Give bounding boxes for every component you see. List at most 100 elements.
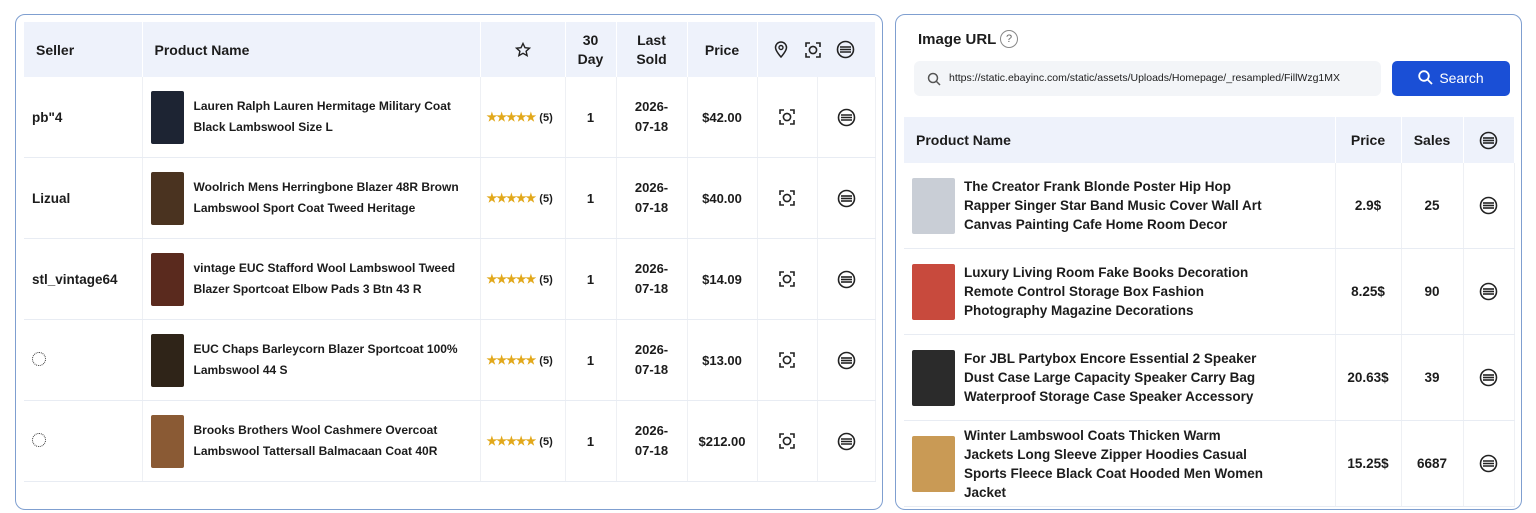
- product-name[interactable]: vintage EUC Stafford Wool Lambswool Twee…: [193, 261, 456, 296]
- product: vintage EUC Stafford Wool Lambswool Twee…: [150, 252, 472, 306]
- compare-cell: [1463, 248, 1515, 335]
- sales: 6687: [1401, 420, 1464, 507]
- last-sold: 2026-07-18: [616, 238, 688, 320]
- product-name[interactable]: EUC Chaps Barleycorn Blazer Sportcoat 10…: [193, 342, 458, 377]
- scan-icon[interactable]: [778, 189, 796, 207]
- product-image: [912, 177, 955, 234]
- icons-header: [1463, 117, 1515, 163]
- loading-spinner: [32, 351, 46, 366]
- compare-icon[interactable]: [837, 270, 856, 289]
- compare-icon[interactable]: [1479, 131, 1498, 150]
- compare-icon[interactable]: [837, 108, 856, 127]
- scan-icon[interactable]: [778, 351, 796, 369]
- column-header: 30 Day: [565, 22, 617, 77]
- price: $13.00: [687, 319, 758, 401]
- table-row: Winter Lambswool Coats Thicken Warm Jack…: [904, 420, 1515, 507]
- product-name[interactable]: Woolrich Mens Herringbone Blazer 48R Bro…: [193, 180, 459, 215]
- stars: ★★★★★: [486, 110, 537, 124]
- compare-cell: [817, 400, 876, 482]
- column-header: Product Name: [904, 117, 1336, 163]
- seller-cell: stl_vintage64: [24, 238, 143, 320]
- seller-cell: pb"4: [24, 77, 143, 158]
- rating-count: (5): [539, 112, 553, 124]
- table-row: Lizual Woolrich Mens Herringbone Blazer 4…: [24, 157, 876, 239]
- sold-items-table: Seller Product Name 30 Day Last Sold Price pb…: [24, 22, 876, 482]
- product-cell: Lauren Ralph Lauren Hermitage Military C…: [142, 77, 481, 158]
- scan-icon[interactable]: [778, 270, 796, 288]
- product-name[interactable]: For JBL Partybox Encore Essential 2 Spea…: [964, 351, 1257, 404]
- compare-icon[interactable]: [1479, 368, 1498, 387]
- sold-items-panel: Seller Product Name 30 Day Last Sold Price pb…: [15, 14, 883, 510]
- rating-count: (5): [539, 193, 553, 205]
- product-name[interactable]: The Creator Frank Blonde Poster Hip Hop …: [964, 179, 1262, 232]
- compare-icon[interactable]: [837, 351, 856, 370]
- product-name[interactable]: Luxury Living Room Fake Books Decoration…: [964, 265, 1249, 318]
- product-cell: Brooks Brothers Wool Cashmere Overcoat L…: [142, 400, 481, 482]
- sales: 39: [1401, 334, 1464, 421]
- product-image: [912, 263, 955, 320]
- rating-cell: ★★★★★ (5): [480, 400, 566, 482]
- compare-icon[interactable]: [1479, 196, 1498, 215]
- product-image: [912, 435, 955, 492]
- scan-cell: [757, 77, 818, 158]
- favorite-header: [480, 22, 566, 77]
- seller: stl_vintage64: [32, 271, 118, 287]
- table-row: Brooks Brothers Wool Cashmere Overcoat L…: [24, 400, 876, 482]
- compare-cell: [817, 77, 876, 158]
- compare-icon[interactable]: [837, 432, 856, 451]
- product: Woolrich Mens Herringbone Blazer 48R Bro…: [150, 171, 472, 225]
- compare-cell: [817, 238, 876, 320]
- price: $40.00: [687, 157, 758, 239]
- product: EUC Chaps Barleycorn Blazer Sportcoat 10…: [150, 333, 472, 387]
- location-icon[interactable]: [774, 41, 788, 59]
- product-name[interactable]: Winter Lambswool Coats Thicken Warm Jack…: [964, 427, 1264, 500]
- seller-cell: Lizual: [24, 157, 143, 239]
- stars: ★★★★★: [486, 434, 537, 448]
- field-label: Image URL: [918, 31, 997, 48]
- rating-cell: ★★★★★ (5): [480, 319, 566, 401]
- scan-cell: [757, 157, 818, 239]
- table-row: Luxury Living Room Fake Books Decoration…: [904, 248, 1515, 335]
- url-text: https://static.ebayinc.com/static/assets…: [949, 72, 1340, 84]
- seller: pb"4: [32, 109, 63, 125]
- rating-cell: ★★★★★ (5): [480, 238, 566, 320]
- product-name[interactable]: Brooks Brothers Wool Cashmere Overcoat L…: [193, 423, 438, 458]
- product-cell: The Creator Frank Blonde Poster Hip Hop …: [904, 163, 1336, 249]
- price: $212.00: [687, 400, 758, 482]
- compare-icon[interactable]: [836, 40, 855, 59]
- column-header: Last Sold: [616, 22, 688, 77]
- scan-cell: [757, 400, 818, 482]
- sold-30-day: 1: [565, 319, 617, 401]
- product-name[interactable]: Lauren Ralph Lauren Hermitage Military C…: [193, 99, 451, 134]
- product-image: [150, 414, 184, 468]
- product-image: [150, 90, 184, 144]
- compare-icon[interactable]: [1479, 454, 1498, 473]
- scan-cell: [757, 238, 818, 320]
- sales: 90: [1401, 248, 1464, 335]
- product-cell: EUC Chaps Barleycorn Blazer Sportcoat 10…: [142, 319, 481, 401]
- column-header: Product Name: [142, 22, 481, 77]
- favorite-icon[interactable]: [514, 42, 531, 58]
- scan-cell: [757, 319, 818, 401]
- sold-30-day: 1: [565, 77, 617, 158]
- product-image: [912, 349, 955, 406]
- compare-icon[interactable]: [837, 189, 856, 208]
- help-icon[interactable]: ?: [1000, 30, 1018, 48]
- search-icon: [1418, 70, 1433, 85]
- column-header: Price: [1335, 117, 1402, 163]
- last-sold: 2026-07-18: [616, 157, 688, 239]
- scan-icon[interactable]: [804, 41, 822, 59]
- url-input[interactable]: https://static.ebayinc.com/static/assets…: [914, 61, 1381, 96]
- seller: Lizual: [32, 190, 71, 206]
- table-row: pb"4 Lauren Ralph Lauren Hermitage Milita…: [24, 77, 876, 158]
- sold-30-day: 1: [565, 400, 617, 482]
- scan-icon[interactable]: [778, 432, 796, 450]
- table-row: The Creator Frank Blonde Poster Hip Hop …: [904, 163, 1515, 249]
- price: $14.09: [687, 238, 758, 320]
- compare-icon[interactable]: [1479, 282, 1498, 301]
- last-sold: 2026-07-18: [616, 400, 688, 482]
- rating-cell: ★★★★★ (5): [480, 77, 566, 158]
- scan-icon[interactable]: [778, 108, 796, 126]
- search-button[interactable]: Search: [1392, 61, 1510, 96]
- stars: ★★★★★: [486, 191, 537, 205]
